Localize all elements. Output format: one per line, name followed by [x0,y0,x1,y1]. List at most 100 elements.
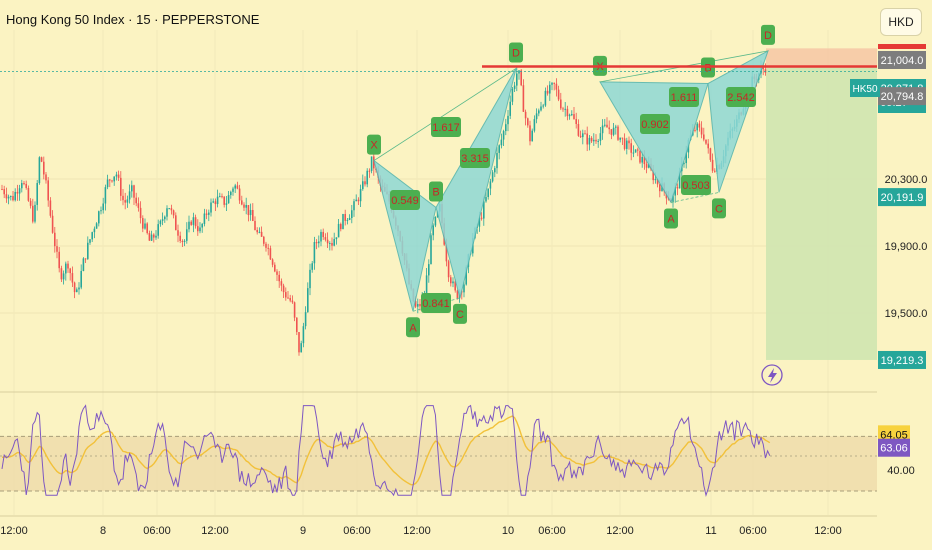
candle-body [135,197,137,204]
candle-body [353,201,355,211]
pattern-ratio: 2.542 [727,92,755,104]
candle-body [214,201,217,205]
candle-body [98,211,100,224]
candle-body [630,143,632,153]
candle-body [315,242,318,244]
time-axis: 12:00 8 06:00 12:00 9 06:00 12:00 10 06:00 12:00 1… [0,515,877,537]
candle-body [329,243,331,245]
candle-body [342,214,344,230]
pattern-ratio-bg [669,87,699,107]
candle-body [331,243,333,246]
candle-body [159,220,162,225]
candle-body [177,230,179,236]
candle-body [560,99,562,109]
pattern-point-X: X [370,140,378,152]
candle-body [38,157,41,184]
candle-body [208,212,210,215]
pattern-point-D-bg [761,24,775,45]
candle-body [164,216,166,220]
candle-body [205,213,208,215]
candle-body [764,69,767,73]
candle-body [12,196,14,201]
candle-body [612,127,615,135]
candle-body [43,161,45,175]
pattern-point-A-bg [406,317,420,338]
candle-body [373,156,375,169]
currency-button[interactable]: HKD [880,8,922,36]
candle-body [309,269,311,289]
candle-body [124,200,126,203]
candle-body [62,273,65,280]
candle-body [619,137,621,140]
candle-body [203,213,206,224]
candle-body [445,244,448,262]
candle-body [518,70,520,74]
candle-body [311,263,313,270]
candle-body [230,191,232,196]
candle-body [157,224,159,236]
pattern-bcd [707,49,769,193]
candle-body [137,203,140,208]
candle-body [274,264,276,272]
time-label: 12:00 [0,525,28,537]
candle-body [711,159,714,171]
candle-body [346,219,349,221]
candle-body [216,196,219,205]
candle-body [428,264,430,276]
candle-body [23,183,25,185]
candle-body [199,227,201,232]
candle-body [243,204,245,208]
candle-body [133,185,135,198]
candle-body [278,274,280,282]
candle-body [527,118,529,126]
pattern-ratio-bg [431,117,461,137]
candle-body [14,191,16,201]
candle-body [29,200,32,206]
candle-body [364,181,366,185]
time-label: 06:00 [739,525,767,537]
pattern-bcd [435,68,517,299]
price-label: 20,794.8 [881,91,924,103]
candle-body [161,219,164,221]
candle-body [289,298,291,301]
candle-body [49,200,52,216]
candle-body [524,111,527,119]
candle-body [47,180,49,201]
candle-body [555,83,558,90]
pattern-xd [373,68,517,161]
candle-body [632,152,635,154]
candle-body [447,261,450,278]
candle-body [322,231,324,238]
candle-body [362,181,364,190]
candle-body [516,73,518,86]
pattern-xab [599,81,709,204]
candle-body [260,231,263,237]
candle-body [531,130,533,142]
pattern-ratio: 1.617 [432,122,460,134]
candle-body [359,189,362,202]
candle-body [417,303,419,307]
candle-body [355,199,357,202]
candle-body [502,131,505,140]
target-zone [766,66,877,360]
candle-body [304,312,307,327]
candle-body [672,195,674,202]
candle-body [522,85,525,112]
pattern-ac [412,297,461,312]
candle-body [593,139,595,142]
candle-body [549,84,551,94]
candle-body [282,285,285,293]
chart-title: Hong Kong 50 Index · 15 · PEPPERSTONE [6,12,260,27]
pattern-ratio-bg [640,114,670,134]
candle-body [269,248,272,260]
time-label: 9 [300,525,306,537]
candle-body [337,223,340,238]
rsi-signal-line [1,415,771,486]
candle-body [186,229,188,241]
pattern-point-D: D [764,30,772,42]
candle-body [307,288,309,313]
price-label: 21,004.0 [881,55,924,67]
candle-body [698,123,701,128]
price-tick: 19,900.0 [885,241,928,253]
